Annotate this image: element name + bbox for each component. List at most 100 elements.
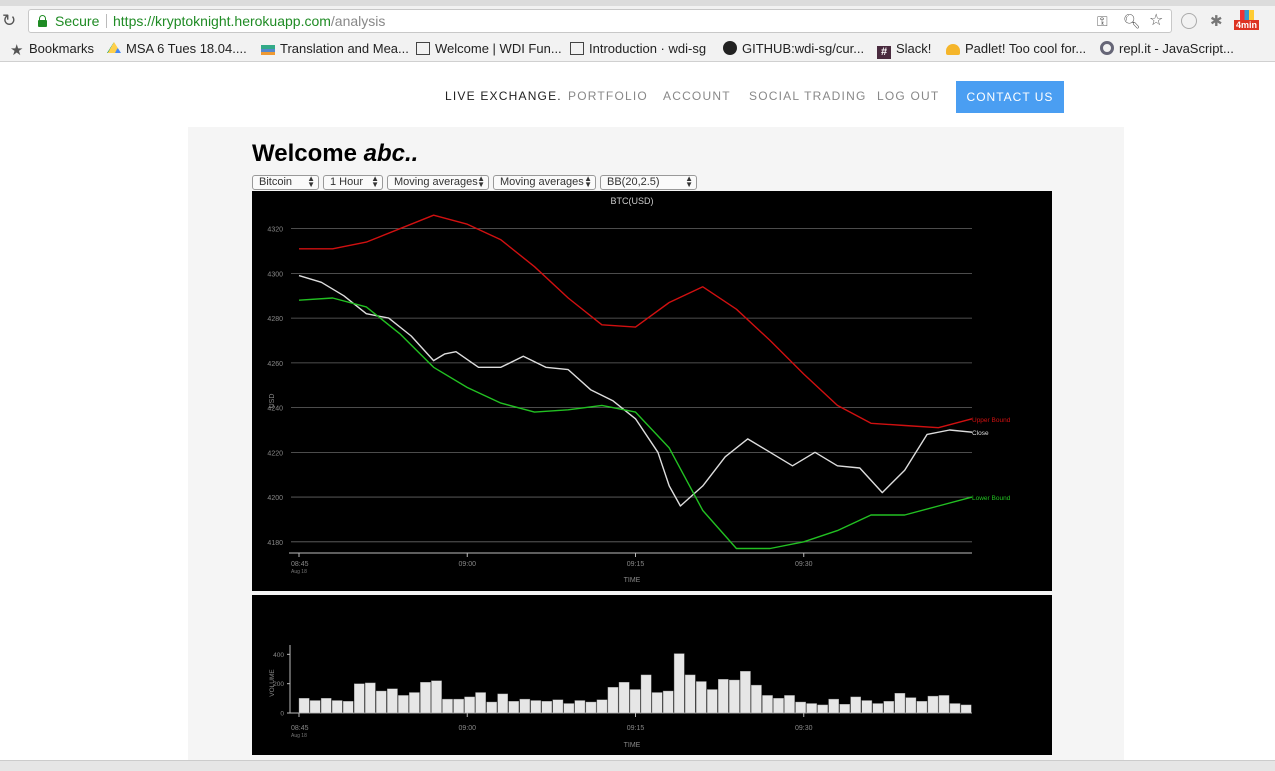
volume-bar xyxy=(375,690,387,714)
bug-icon[interactable]: ✱ xyxy=(1210,13,1223,30)
interval-select-value: 1 Hour xyxy=(330,176,364,188)
nav-account[interactable]: ACCOUNT xyxy=(663,89,731,103)
volume-bar xyxy=(464,696,475,714)
upper-bound-line xyxy=(299,214,973,429)
indicator-select-1-value: Moving averages xyxy=(394,176,478,188)
timer-extension-icon[interactable]: 4min xyxy=(1234,10,1260,32)
volume-chart[interactable]: 0 200 400 VOLUME 08:45 Aug 18 09:00 09:15 09:30 T… xyxy=(252,595,1052,755)
bookmark-item[interactable]: repl.it - JavaScript... xyxy=(1100,41,1234,56)
volume-bar xyxy=(916,701,928,714)
site-nav: LIVE EXCHANGE. PORTFOLIO ACCOUNT SOCIAL … xyxy=(0,62,1275,127)
volume-bar xyxy=(607,687,619,714)
volume-bar xyxy=(442,698,453,714)
volume-bar xyxy=(629,689,641,714)
extension-circle-icon[interactable] xyxy=(1181,13,1197,29)
price-chart[interactable]: BTC(USD) 4180 4200 4220 4240 4260 4280 4300 4320… xyxy=(252,191,1052,591)
volume-bar xyxy=(398,695,409,714)
volume-bar xyxy=(927,695,939,714)
url-text[interactable]: https://kryptoknight.herokuapp.com/analy… xyxy=(113,13,385,29)
bookmark-item[interactable]: ★ Bookmarks xyxy=(10,41,95,59)
secure-label: Secure xyxy=(55,13,100,29)
url-scheme: https:// xyxy=(113,13,156,29)
series-label: Upper Bound xyxy=(972,417,1011,424)
interval-select[interactable]: 1 Hour ▲ ▼ xyxy=(323,175,383,190)
contact-us-button[interactable]: CONTACT US xyxy=(956,81,1064,113)
price-chart-svg: BTC(USD) 4180 4200 4220 4240 4260 4280 4300 4320… xyxy=(267,196,1011,584)
star-icon: ★ xyxy=(10,42,24,59)
drive-icon xyxy=(107,42,121,54)
bookmark-item[interactable]: GITHUB:wdi-sg/cur... xyxy=(723,41,864,56)
volume-bar xyxy=(585,701,597,714)
volume-bar xyxy=(839,703,850,714)
key-icon[interactable]: ⚿ xyxy=(1097,13,1108,29)
tab-strip xyxy=(0,0,1275,6)
url-host: kryptoknight.herokuapp.com xyxy=(155,13,331,29)
coin-select-value: Bitcoin xyxy=(259,176,293,188)
y-tick-label: 4300 xyxy=(267,271,283,278)
volume-bar xyxy=(938,695,950,714)
browser-toolbar: ↻ Secure https://kryptoknight.herokuapp.… xyxy=(0,6,1275,36)
nav-portfolio[interactable]: PORTFOLIO xyxy=(568,89,648,103)
indicator-select-1[interactable]: Moving averages ▲ ▼ xyxy=(387,175,489,190)
select-arrows-icon: ▲ ▼ xyxy=(307,174,315,189)
y-tick-label: 4280 xyxy=(267,316,283,323)
page-title: Welcome abc.. xyxy=(252,140,418,168)
extension-badge: 4min xyxy=(1234,20,1260,30)
volume-bar xyxy=(696,681,707,714)
bookmark-star-icon[interactable]: ☆ xyxy=(1149,12,1164,29)
select-arrows-icon: ▲ ▼ xyxy=(371,174,379,189)
replit-icon xyxy=(1100,41,1114,55)
volume-bar xyxy=(651,692,663,714)
volume-bar xyxy=(563,703,575,714)
status-bar xyxy=(0,760,1275,771)
volume-bar xyxy=(497,693,509,714)
bookmark-item[interactable]: Padlet! Too cool for... xyxy=(946,41,1086,56)
volume-bar xyxy=(420,681,431,714)
books-icon xyxy=(261,45,275,55)
x-tick-label: 09:30 xyxy=(795,725,813,732)
github-icon xyxy=(723,41,737,55)
volume-bar xyxy=(949,703,961,714)
volume-bar xyxy=(762,695,773,714)
reload-icon[interactable]: ↻ xyxy=(2,11,17,30)
bookmark-item[interactable]: # Slack! xyxy=(877,41,931,59)
volume-bar xyxy=(806,703,817,714)
volume-bar xyxy=(828,698,839,714)
coin-select[interactable]: Bitcoin ▲ ▼ xyxy=(252,175,319,190)
volume-bar xyxy=(364,682,376,714)
bookmark-item[interactable]: MSA 6 Tues 18.04.... xyxy=(107,41,247,56)
close-line xyxy=(298,274,973,507)
indicator-select-2[interactable]: Moving averages ▲ ▼ xyxy=(493,175,596,190)
x-tick-label: 08:45 xyxy=(291,725,309,732)
nav-log-out[interactable]: LOG OUT xyxy=(877,89,940,103)
select-arrows-icon: ▲ ▼ xyxy=(584,174,592,189)
y-tick-label: 4260 xyxy=(267,361,283,368)
x-tick-label: 09:00 xyxy=(458,561,476,568)
volume-bar xyxy=(596,699,608,714)
volume-bar xyxy=(541,701,553,714)
bookmark-item[interactable]: Translation and Mea... xyxy=(261,41,409,56)
volume-bar xyxy=(331,700,343,714)
series-label: Close xyxy=(972,430,989,437)
bookmark-item[interactable]: Welcome | WDI Fun... xyxy=(416,41,562,56)
volume-bar xyxy=(673,653,685,714)
y-axis-label: VOLUME xyxy=(269,669,276,697)
bands-select[interactable]: BB(20,2.5) ▲ ▼ xyxy=(600,175,697,190)
zoom-icon[interactable]: 🔍︎ xyxy=(1123,13,1141,29)
volume-bar xyxy=(387,688,398,714)
volume-bar xyxy=(618,681,630,714)
volume-bar xyxy=(960,704,972,714)
y-tick-label: 4180 xyxy=(267,540,283,547)
nav-live-exchange[interactable]: LIVE EXCHANGE. xyxy=(445,89,562,103)
address-bar[interactable]: Secure https://kryptoknight.herokuapp.co… xyxy=(28,9,1172,33)
volume-bar xyxy=(453,698,464,714)
y-tick-label: 200 xyxy=(273,681,284,688)
hash-icon: # xyxy=(877,46,891,59)
nav-social-trading[interactable]: SOCIAL TRADING xyxy=(749,89,867,103)
volume-bar xyxy=(817,704,828,714)
volume-bar xyxy=(850,696,861,714)
y-axis-label: USD xyxy=(269,394,276,409)
bookmark-item[interactable]: Introduction · wdi-sg xyxy=(570,41,706,56)
volume-bar xyxy=(729,679,740,714)
